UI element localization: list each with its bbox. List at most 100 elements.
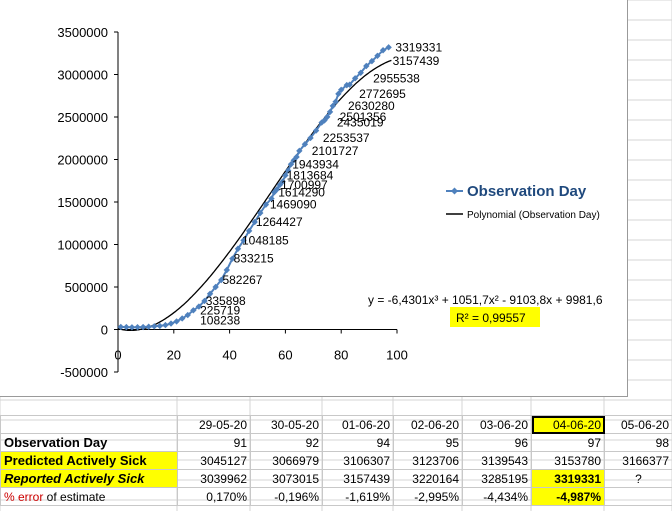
table-cell[interactable]: 3039962 [177, 469, 251, 488]
trendline-equation: y = -6,4301x³ + 1051,7x² - 9103,8x + 998… [368, 293, 603, 307]
date-cell[interactable]: 29-05-20 [177, 415, 251, 434]
data-point [363, 62, 370, 70]
chart-canvas: -500000 0 500000 1000000 1500000 2000000 25000… [57, 25, 603, 380]
table-cell[interactable]: 95 [393, 433, 463, 452]
table-cell[interactable]: 98 [604, 433, 672, 452]
x-tick-label: 40 [222, 348, 236, 363]
table-cell[interactable]: 3123706 [393, 451, 463, 470]
table-cell[interactable]: 0,170% [177, 487, 251, 506]
corner-cell[interactable] [0, 415, 178, 434]
data-point [284, 167, 292, 174]
data-label: 1813684 [287, 168, 334, 182]
error-row: % error of estimate 0,170% -0,196% -1,61… [0, 487, 672, 506]
date-cell-selected[interactable]: 04-06-20 [531, 415, 605, 434]
data-point [201, 297, 208, 305]
data-point [123, 323, 130, 331]
table-cell[interactable]: -0,196% [250, 487, 323, 506]
table-cell[interactable]: 3073015 [250, 469, 323, 488]
table-cell[interactable]: 92 [250, 433, 323, 452]
data-label: 3319331 [395, 40, 442, 54]
r-squared-label: R² = 0,99557 [456, 311, 526, 325]
table-cell[interactable]: 94 [322, 433, 394, 452]
data-point [173, 318, 180, 325]
table-cell[interactable]: ? [604, 469, 672, 488]
row-label-error[interactable]: % error of estimate [0, 487, 178, 506]
date-cell[interactable]: 05-06-20 [604, 415, 672, 434]
data-point [212, 283, 219, 291]
data-table: 29-05-20 30-05-20 01-06-20 02-06-20 03-0… [0, 415, 672, 506]
reported-row: Reported Actively Sick 3039962 3073015 3… [0, 469, 672, 488]
x-tick-label: 100 [386, 348, 408, 363]
y-tick-label: -500000 [60, 365, 108, 380]
data-point [117, 323, 124, 331]
data-label: 582267 [222, 273, 262, 287]
data-point [229, 255, 236, 262]
table-cell[interactable] [604, 487, 672, 506]
table-cell[interactable]: 96 [462, 433, 532, 452]
data-label: 225719 [200, 303, 240, 317]
data-label: 2101727 [312, 144, 359, 158]
data-label: 2772695 [359, 87, 406, 101]
data-point [301, 141, 309, 148]
table-cell[interactable]: -2,995% [393, 487, 463, 506]
data-point [262, 201, 270, 208]
data-label: 1048185 [242, 233, 289, 247]
data-label: 833215 [234, 252, 274, 266]
table-cell[interactable]: -1,619% [322, 487, 394, 506]
data-label: 2253537 [323, 131, 370, 145]
data-point [245, 227, 253, 235]
row-label-observation-day[interactable]: Observation Day [0, 433, 178, 452]
table-cell[interactable]: 91 [177, 433, 251, 452]
date-cell[interactable]: 01-06-20 [322, 415, 394, 434]
y-tick-label: 3000000 [57, 68, 108, 83]
data-point [190, 307, 197, 314]
table-cell-highlight[interactable]: -4,987% [531, 487, 605, 506]
table-cell[interactable]: 3106307 [322, 451, 394, 470]
chart-area[interactable]: -500000 0 500000 1000000 1500000 2000000 25000… [0, 0, 628, 397]
data-label: 108238 [200, 313, 240, 327]
y-tick-label: 2000000 [57, 153, 108, 168]
data-point [385, 44, 392, 51]
date-cell[interactable]: 02-06-20 [393, 415, 463, 434]
data-label: 1469090 [270, 198, 317, 212]
data-point [293, 153, 300, 161]
trendline-polynomial [117, 59, 392, 332]
table-cell[interactable]: 3139543 [462, 451, 532, 470]
date-header-row: 29-05-20 30-05-20 01-06-20 02-06-20 03-0… [0, 415, 672, 434]
data-point [234, 245, 242, 252]
date-cell[interactable]: 30-05-20 [250, 415, 323, 434]
data-label: 1943934 [292, 157, 339, 171]
table-cell[interactable]: 3157439 [322, 469, 394, 488]
table-cell[interactable]: 3166377 [604, 451, 672, 470]
legend-label-observation: Observation Day [467, 183, 587, 200]
data-point [206, 290, 214, 297]
row-label-reported[interactable]: Reported Actively Sick [0, 469, 178, 488]
data-point [287, 161, 295, 168]
data-point [134, 324, 141, 331]
data-point [128, 324, 136, 331]
predicted-row: Predicted Actively Sick 3045127 3066979 … [0, 451, 672, 470]
date-cell[interactable]: 03-06-20 [462, 415, 532, 434]
y-tick-label: 2500000 [57, 110, 108, 125]
table-cell[interactable]: -4,434% [462, 487, 532, 506]
data-point [279, 178, 286, 185]
x-tick-label: 20 [167, 348, 181, 363]
data-label: 335898 [206, 294, 246, 308]
data-point [257, 209, 264, 217]
table-cell-highlight[interactable]: 3319331 [531, 469, 605, 488]
row-label-predicted[interactable]: Predicted Actively Sick [0, 451, 178, 470]
table-cell[interactable]: 3220164 [393, 469, 463, 488]
data-point [145, 323, 152, 330]
table-cell[interactable]: 3285195 [462, 469, 532, 488]
data-label: 2630280 [348, 99, 395, 113]
data-point [195, 303, 203, 310]
table-cell[interactable]: 3066979 [250, 451, 323, 470]
y-tick-label: 0 [101, 323, 108, 338]
data-label: 2501356 [340, 110, 387, 124]
data-point [273, 186, 281, 193]
data-point [335, 90, 342, 98]
legend-marker-observation [451, 187, 458, 195]
table-cell[interactable]: 97 [531, 433, 605, 452]
table-cell[interactable]: 3045127 [177, 451, 251, 470]
table-cell[interactable]: 3153780 [531, 451, 605, 470]
